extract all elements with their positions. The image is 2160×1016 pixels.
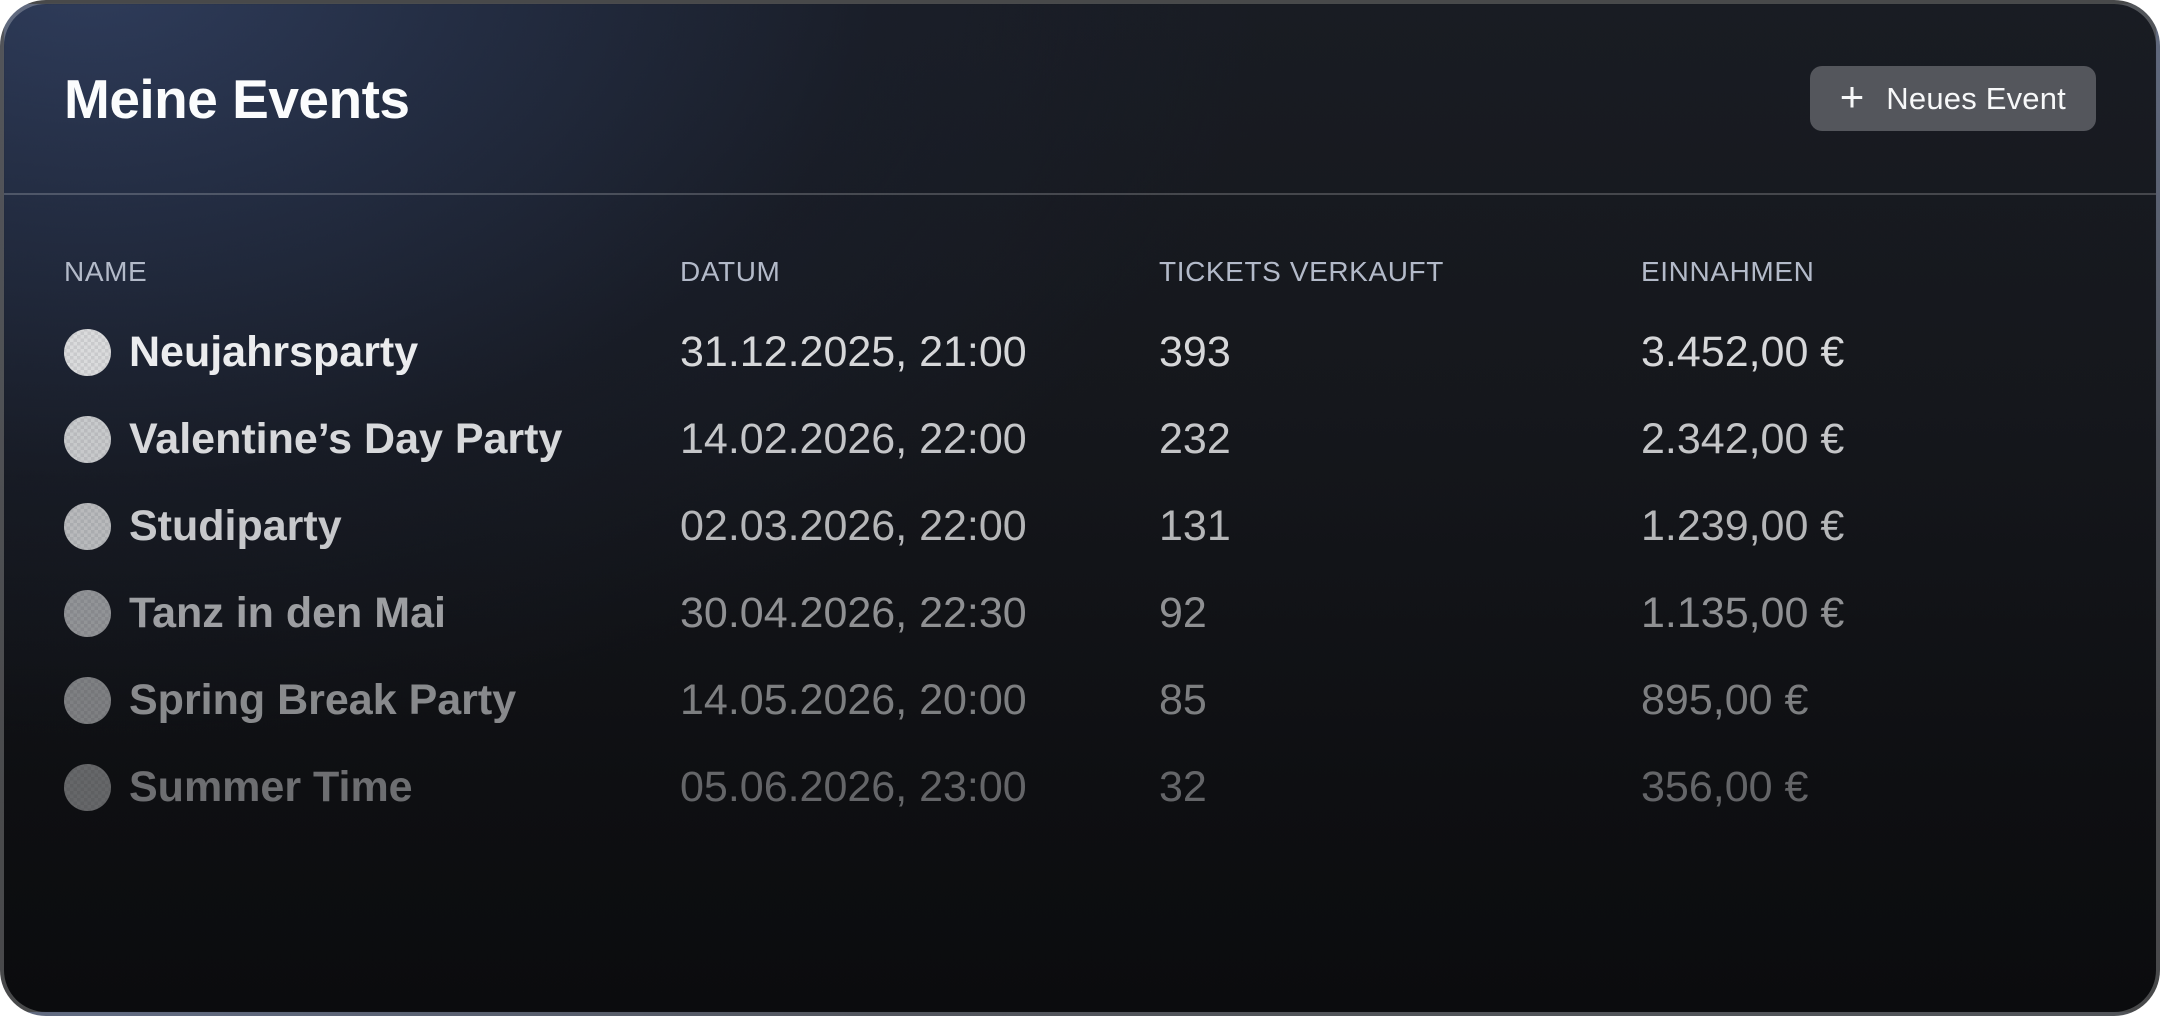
event-tickets: 92 [1159,589,1207,637]
event-avatar [64,503,111,550]
table-header-row: NAME DATUM TICKETS VERKAUFT EINNAHMEN [64,257,2096,287]
event-avatar [64,590,111,637]
table-row[interactable]: Valentine’s Day Party 14.02.2026, 22:00 … [64,396,2096,483]
event-avatar [64,764,111,811]
table-row[interactable]: Summer Time 05.06.2026, 23:00 32 356,00 … [64,744,2096,831]
plus-icon: + [1839,72,1865,120]
column-header-name: NAME [64,256,148,287]
event-name: Neujahrsparty [129,328,419,376]
column-header-einnahmen: EINNAHMEN [1641,256,1815,287]
column-header-tickets: TICKETS VERKAUFT [1159,256,1444,287]
event-date: 14.05.2026, 20:00 [680,676,1027,724]
event-tickets: 32 [1159,763,1207,811]
event-name: Tanz in den Mai [129,589,446,637]
table-row[interactable]: Spring Break Party 14.05.2026, 20:00 85 … [64,657,2096,744]
event-tickets: 232 [1159,415,1231,463]
event-revenue: 3.452,00 € [1641,328,1845,376]
event-tickets: 131 [1159,502,1231,550]
event-revenue: 2.342,00 € [1641,415,1845,463]
event-revenue: 1.135,00 € [1641,589,1845,637]
table-row[interactable]: Neujahrsparty 31.12.2025, 21:00 393 3.45… [64,309,2096,396]
event-tickets: 393 [1159,328,1231,376]
page-title: Meine Events [64,67,410,130]
new-event-button[interactable]: + Neues Event [1809,66,2096,131]
event-revenue: 895,00 € [1641,676,1809,724]
events-table: NAME DATUM TICKETS VERKAUFT EINNAHMEN Ne… [4,257,2156,831]
event-name: Summer Time [129,763,413,811]
event-tickets: 85 [1159,676,1207,724]
event-name: Valentine’s Day Party [129,415,563,463]
table-row[interactable]: Tanz in den Mai 30.04.2026, 22:30 92 1.1… [64,570,2096,657]
event-date: 05.06.2026, 23:00 [680,763,1027,811]
event-avatar [64,416,111,463]
event-name: Spring Break Party [129,676,517,724]
event-avatar [64,329,111,376]
table-body: Neujahrsparty 31.12.2025, 21:00 393 3.45… [64,309,2096,831]
event-date: 02.03.2026, 22:00 [680,502,1027,550]
event-date: 31.12.2025, 21:00 [680,328,1027,376]
new-event-button-label: Neues Event [1886,81,2066,116]
event-revenue: 356,00 € [1641,763,1809,811]
event-date: 30.04.2026, 22:30 [680,589,1027,637]
event-date: 14.02.2026, 22:00 [680,415,1027,463]
event-revenue: 1.239,00 € [1641,502,1845,550]
table-row[interactable]: Studiparty 02.03.2026, 22:00 131 1.239,0… [64,483,2096,570]
event-name: Studiparty [129,502,342,550]
panel-header: Meine Events + Neues Event [4,4,2156,195]
event-avatar [64,677,111,724]
column-header-datum: DATUM [680,256,781,287]
